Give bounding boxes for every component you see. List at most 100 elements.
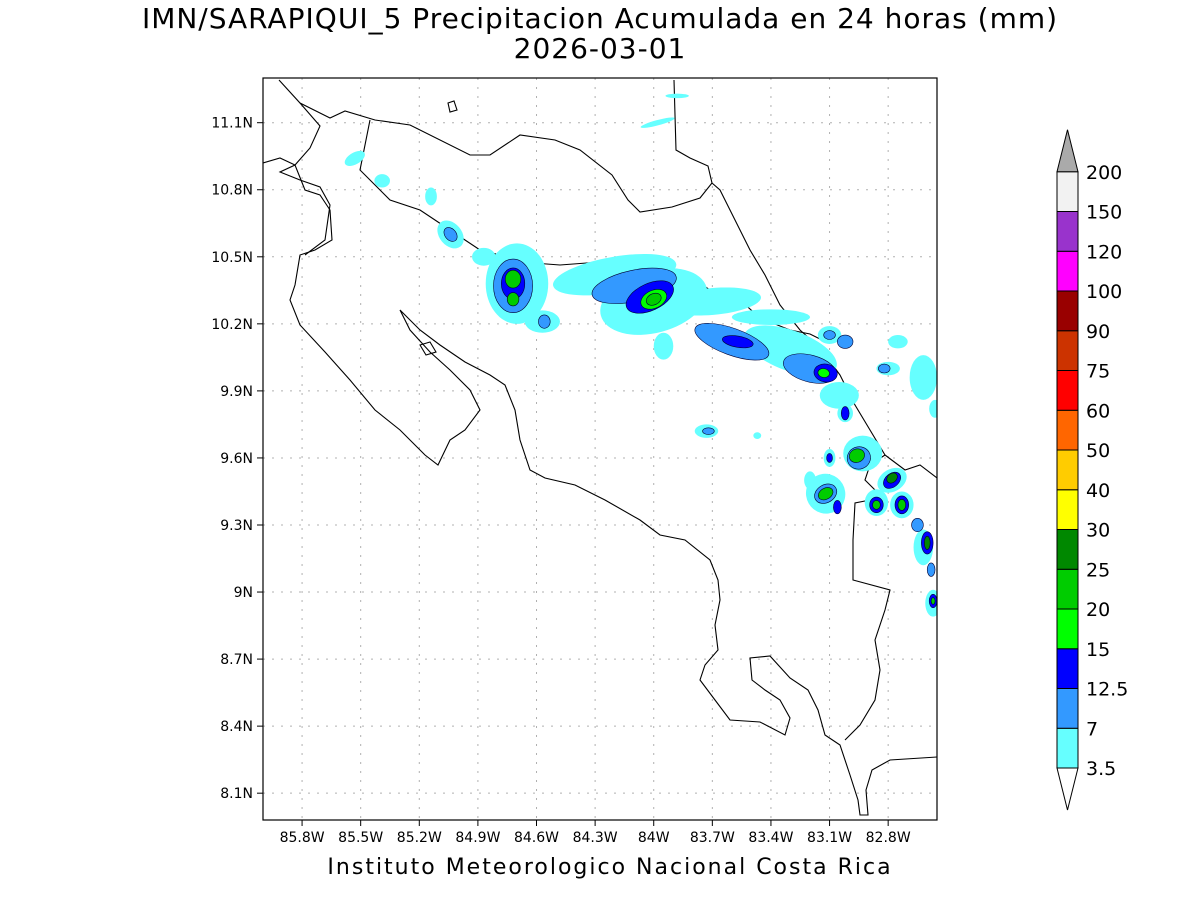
colorbar-swatch <box>1056 250 1079 292</box>
colorbar-upper-arrow <box>1056 129 1079 173</box>
precip-cell <box>833 500 842 515</box>
colorbar-swatch <box>1056 608 1079 650</box>
x-tick-label: 82.8W <box>866 830 911 846</box>
y-tick-label: 10.2N <box>211 317 253 333</box>
precip-cell <box>506 292 520 307</box>
colorbar-swatch <box>1056 370 1079 411</box>
precip-cell <box>645 292 662 306</box>
colorbar-label: 15 <box>1086 639 1110 661</box>
precip-cell <box>819 381 859 409</box>
colorbar-label: 12.5 <box>1086 679 1128 701</box>
x-tick-label: 84.3W <box>573 830 618 846</box>
precip-cell <box>878 363 891 374</box>
colorbar-swatch <box>1056 727 1079 769</box>
precip-cell <box>425 187 437 206</box>
panama-border <box>844 454 891 741</box>
map-date: 2026-03-01 <box>513 32 687 65</box>
plot-frame <box>262 77 938 821</box>
x-tick-label: 85.8W <box>280 830 325 846</box>
precip-cell <box>817 368 830 378</box>
precip-cell <box>929 399 937 418</box>
colorbar-swatch <box>1056 409 1079 451</box>
y-tick-label: 11.1N <box>211 116 253 132</box>
precip-cell <box>665 93 689 99</box>
precip-cell <box>443 227 458 242</box>
precip-cell <box>840 406 850 421</box>
precip-cell <box>504 269 522 289</box>
coastline-nicaragua-north <box>278 79 713 213</box>
precip-cell <box>837 334 854 349</box>
y-tick-label: 8.7N <box>220 652 253 668</box>
colorbar-label: 75 <box>1086 361 1110 383</box>
precip-cell <box>753 432 762 439</box>
colorbar-label: 150 <box>1086 202 1122 224</box>
precip-cell <box>888 335 908 349</box>
colorbar-lower-arrow <box>1056 767 1079 811</box>
precip-cell <box>848 448 865 463</box>
institution-footer: Instituto Meteorologico Nacional Costa R… <box>327 855 893 880</box>
precip-cell <box>930 597 936 605</box>
precip-cell <box>926 562 936 577</box>
colorbar-swatch <box>1056 529 1079 570</box>
x-tick-label: 83.4W <box>748 830 793 846</box>
precip-cell <box>886 472 898 484</box>
colorbar-swatch <box>1056 489 1079 530</box>
precip-cell <box>911 517 924 532</box>
precip-cell <box>663 287 762 316</box>
x-tick-label: 84.6W <box>514 830 559 846</box>
map-title: IMN/SARAPIQUI_5 Precipitacion Acumulada … <box>141 2 1059 35</box>
colorbar-label: 60 <box>1086 400 1110 422</box>
colorbar-label: 40 <box>1086 480 1110 502</box>
colorbar-label: 200 <box>1086 162 1122 184</box>
colorbar-label: 90 <box>1086 321 1110 343</box>
x-tick-label: 83.7W <box>690 830 735 846</box>
x-tick-label: 84W <box>638 830 670 846</box>
y-tick-label: 9.6N <box>220 451 253 467</box>
nicoya-gulf-island <box>419 341 437 356</box>
precipitation-field <box>344 93 937 617</box>
precip-cell <box>640 117 675 128</box>
costa-rica-pacific-coast <box>263 157 937 816</box>
y-tick-label: 9.9N <box>220 384 253 400</box>
colorbar-label: 30 <box>1086 520 1110 542</box>
precip-cell <box>872 500 881 510</box>
lake-nicaragua-island <box>447 100 458 113</box>
colorbar-swatch <box>1056 211 1079 252</box>
colorbar-label: 100 <box>1086 281 1122 303</box>
plot-background <box>263 78 937 820</box>
colorbar-swatch <box>1056 330 1079 371</box>
colorbar-label: 7 <box>1086 718 1098 740</box>
y-tick-label: 9.3N <box>220 518 253 534</box>
y-tick-label: 8.1N <box>220 786 253 802</box>
colorbar-swatch <box>1056 568 1079 610</box>
precip-cell <box>472 247 496 266</box>
precip-cell <box>909 355 937 400</box>
colorbar: 3.5 7 12.5 15 20 25 30 40 50 60 75 90 100 120 150 200 <box>1056 129 1128 811</box>
colorbar-label: 50 <box>1086 440 1110 462</box>
precip-cell <box>826 453 833 463</box>
precip-cell <box>374 174 390 188</box>
colorbar-swatch <box>1056 290 1079 332</box>
colorbar-label: 25 <box>1086 559 1110 581</box>
y-tick-label: 9N <box>234 585 253 601</box>
precip-cell <box>653 332 674 360</box>
precip-cell <box>818 487 834 501</box>
x-tick-label: 85.5W <box>338 830 383 846</box>
colorbar-swatch <box>1056 648 1079 689</box>
x-tick-label: 83.1W <box>807 830 852 846</box>
y-tick-label: 10.8N <box>211 183 253 199</box>
precip-cell <box>702 427 715 435</box>
precip-cell <box>344 150 365 167</box>
colorbar-label: 20 <box>1086 599 1110 621</box>
colorbar-label: 3.5 <box>1086 758 1116 780</box>
x-tick-label: 84.9W <box>455 830 500 846</box>
precip-cell <box>731 309 811 325</box>
y-tick-label: 8.4N <box>220 719 253 735</box>
x-tick-label: 85.2W <box>397 830 442 846</box>
precip-cell <box>924 535 931 550</box>
colorbar-swatch <box>1056 171 1079 212</box>
axis-ticks: 85.8W 85.5W 85.2W 84.9W 84.6W 84.3W 84W 83.7W 83… <box>211 116 910 846</box>
precip-cell <box>897 498 907 511</box>
precip-cell <box>823 330 836 340</box>
